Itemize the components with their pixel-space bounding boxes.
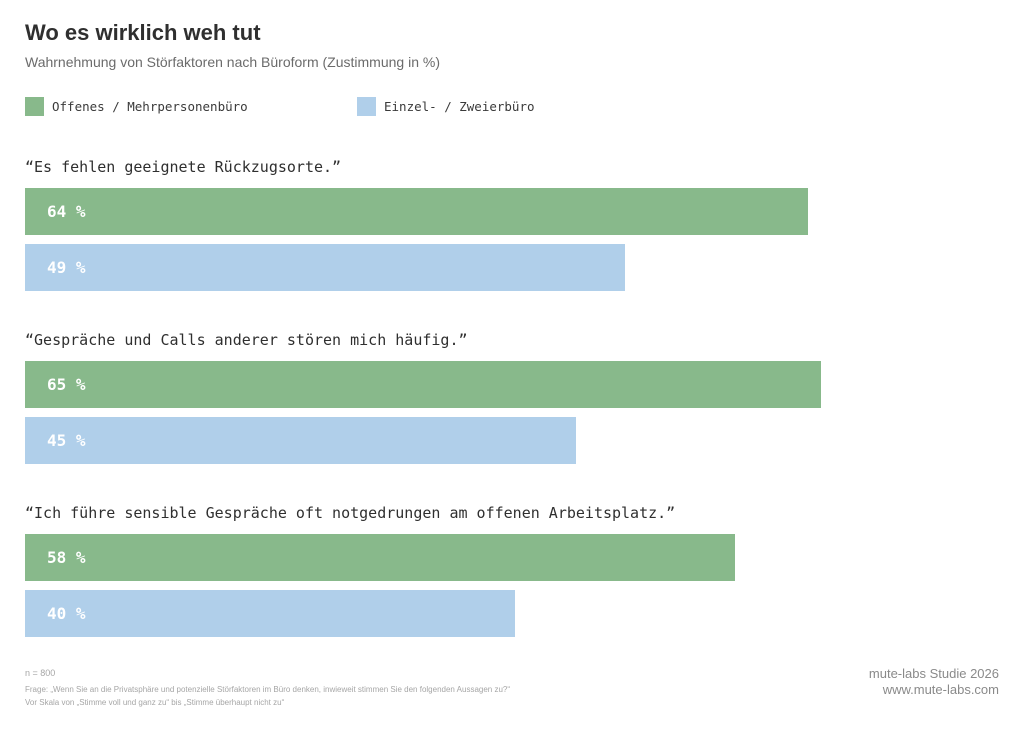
legend-label-single-office: Einzel- / Zweierbüro <box>384 98 535 114</box>
question-label: “Ich führe sensible Gespräche oft notged… <box>25 504 676 522</box>
question-note: Frage: „Wenn Sie an die Privatsphäre und… <box>25 685 511 694</box>
bar-value-label: 49 % <box>47 258 86 277</box>
scale-note: Vor Skala von „Stimme voll und ganz zu“ … <box>25 698 285 707</box>
study-url[interactable]: www.mute-labs.com <box>882 682 999 697</box>
bar-single-office: 40 % <box>25 590 515 637</box>
bar-value-label: 58 % <box>47 548 86 567</box>
chart-subtitle: Wahrnehmung von Störfaktoren nach Bürofo… <box>25 54 440 70</box>
sample-size-note: n = 800 <box>25 668 56 678</box>
bar-single-office: 45 % <box>25 417 576 464</box>
bar-value-label: 65 % <box>47 375 86 394</box>
legend-swatch-single-office <box>357 96 376 116</box>
legend-label-open-office: Offenes / Mehrpersonenbüro <box>52 98 248 114</box>
bar-open-office: 58 % <box>25 534 735 581</box>
legend-item-open-office: Offenes / Mehrpersonenbüro <box>25 96 248 116</box>
study-brand: mute-labs Studie 2026 <box>868 666 999 681</box>
chart-title: Wo es wirklich weh tut <box>25 20 261 45</box>
question-label: “Gespräche und Calls anderer stören mich… <box>25 331 468 349</box>
bar-open-office: 65 % <box>25 361 821 408</box>
bar-value-label: 64 % <box>47 202 86 221</box>
bar-value-label: 40 % <box>47 604 86 623</box>
bar-open-office: 64 % <box>25 188 809 235</box>
legend-item-single-office: Einzel- / Zweierbüro <box>357 96 535 116</box>
legend-swatch-open-office <box>25 96 44 116</box>
question-label: “Es fehlen geeignete Rückzugsorte.” <box>25 158 342 176</box>
bar-single-office: 49 % <box>25 244 625 291</box>
bar-value-label: 45 % <box>47 431 86 450</box>
